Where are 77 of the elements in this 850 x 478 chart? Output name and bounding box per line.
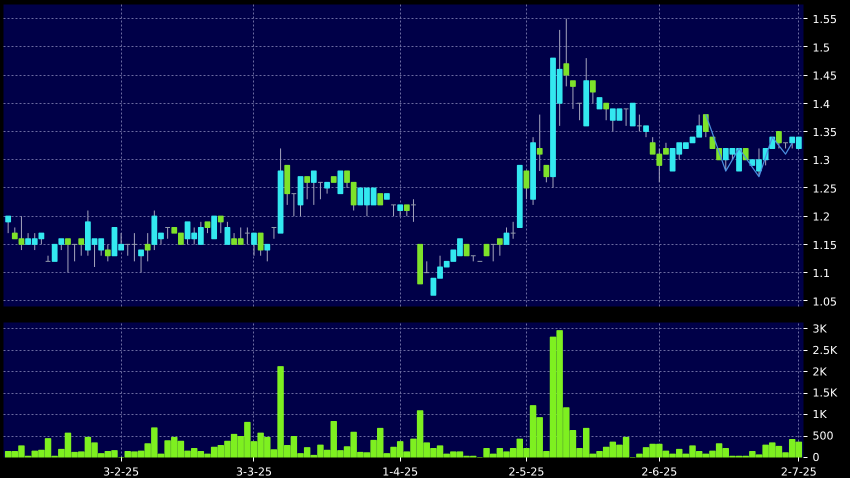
candlestick xyxy=(576,102,582,121)
candlestick xyxy=(536,114,543,172)
candlestick xyxy=(570,80,576,110)
candlestick xyxy=(397,204,404,217)
candlestick xyxy=(464,244,470,256)
candlestick xyxy=(484,244,490,256)
candlestick xyxy=(258,232,264,256)
candlestick xyxy=(264,244,270,262)
candlestick xyxy=(377,193,384,206)
x-tick-label: 2-6-25 xyxy=(641,466,678,478)
candlestick xyxy=(78,238,84,256)
candlestick xyxy=(404,204,410,217)
x-tick-label: 3-2-25 xyxy=(103,466,140,478)
candlestick xyxy=(643,125,649,138)
y-tick-label: 1.05 xyxy=(812,295,837,308)
candlestick xyxy=(603,102,610,121)
candlestick xyxy=(390,204,396,217)
y-tick-label: 2K xyxy=(812,365,828,378)
y-tick-label: 1.5 xyxy=(812,41,830,54)
candlestick xyxy=(504,226,510,245)
candlestick xyxy=(490,244,496,262)
candlestick xyxy=(5,216,12,234)
candlestick xyxy=(104,244,111,262)
y-tick-label: 1.25 xyxy=(812,182,837,196)
candlestick xyxy=(204,221,210,234)
x-tick-label: 1-4-25 xyxy=(382,466,418,478)
candlestick xyxy=(218,216,224,234)
y-tick-label: 1.3 xyxy=(812,154,830,168)
candlestick xyxy=(510,221,516,240)
candlestick xyxy=(524,170,530,200)
y-tick-label: 1K xyxy=(812,408,828,422)
candlestick xyxy=(244,226,250,245)
y-tick-label: 1.45 xyxy=(812,70,837,83)
y-tick-label: 3K xyxy=(812,322,828,336)
candlestick xyxy=(324,182,330,194)
candlestick xyxy=(636,114,642,132)
candlestick xyxy=(144,232,151,262)
candlestick xyxy=(304,176,310,200)
candlestick xyxy=(211,216,218,240)
candlestick xyxy=(290,193,297,217)
y-tick-label: 0 xyxy=(812,451,820,464)
candlestick xyxy=(543,164,550,183)
candlestick xyxy=(776,131,782,149)
candlestick xyxy=(224,221,230,245)
y-tick-label: 1.15 xyxy=(812,238,837,252)
candlestick xyxy=(563,18,570,87)
candlestick xyxy=(337,170,344,194)
candlestick xyxy=(138,250,144,274)
y-tick-label: 1.35 xyxy=(812,126,837,140)
candlestick xyxy=(496,238,503,256)
y-tick-label: 1.2 xyxy=(812,210,830,224)
candlestick xyxy=(72,244,78,262)
candlestick xyxy=(124,244,131,256)
candlestick xyxy=(251,232,257,256)
candlestick xyxy=(630,102,636,126)
candlestick xyxy=(318,182,324,200)
candlestick xyxy=(596,97,602,110)
x-tick-label: 2-5-25 xyxy=(508,466,544,478)
candlestick xyxy=(65,238,71,274)
y-tick-label: 1.1 xyxy=(812,267,830,280)
y-tick-label: 1.4 xyxy=(812,98,830,111)
x-tick-label: 3-3-25 xyxy=(236,466,272,478)
candlestick xyxy=(470,255,476,262)
y-tick-label: 1.5K xyxy=(812,386,838,400)
y-tick-label: 500 xyxy=(812,430,834,443)
candlestick xyxy=(590,80,596,104)
candlestick xyxy=(271,226,277,240)
candlestick xyxy=(410,198,416,222)
candlestick xyxy=(310,170,317,206)
y-tick-label: 2.5K xyxy=(812,344,838,357)
candlestick xyxy=(45,255,51,262)
y-tick-label: 1.55 xyxy=(812,13,837,26)
candlestick xyxy=(132,232,138,262)
candlestick xyxy=(424,260,430,274)
x-tick-label: 2-7-25 xyxy=(780,466,817,478)
candlestick xyxy=(164,226,171,240)
candlestick xyxy=(623,108,629,126)
